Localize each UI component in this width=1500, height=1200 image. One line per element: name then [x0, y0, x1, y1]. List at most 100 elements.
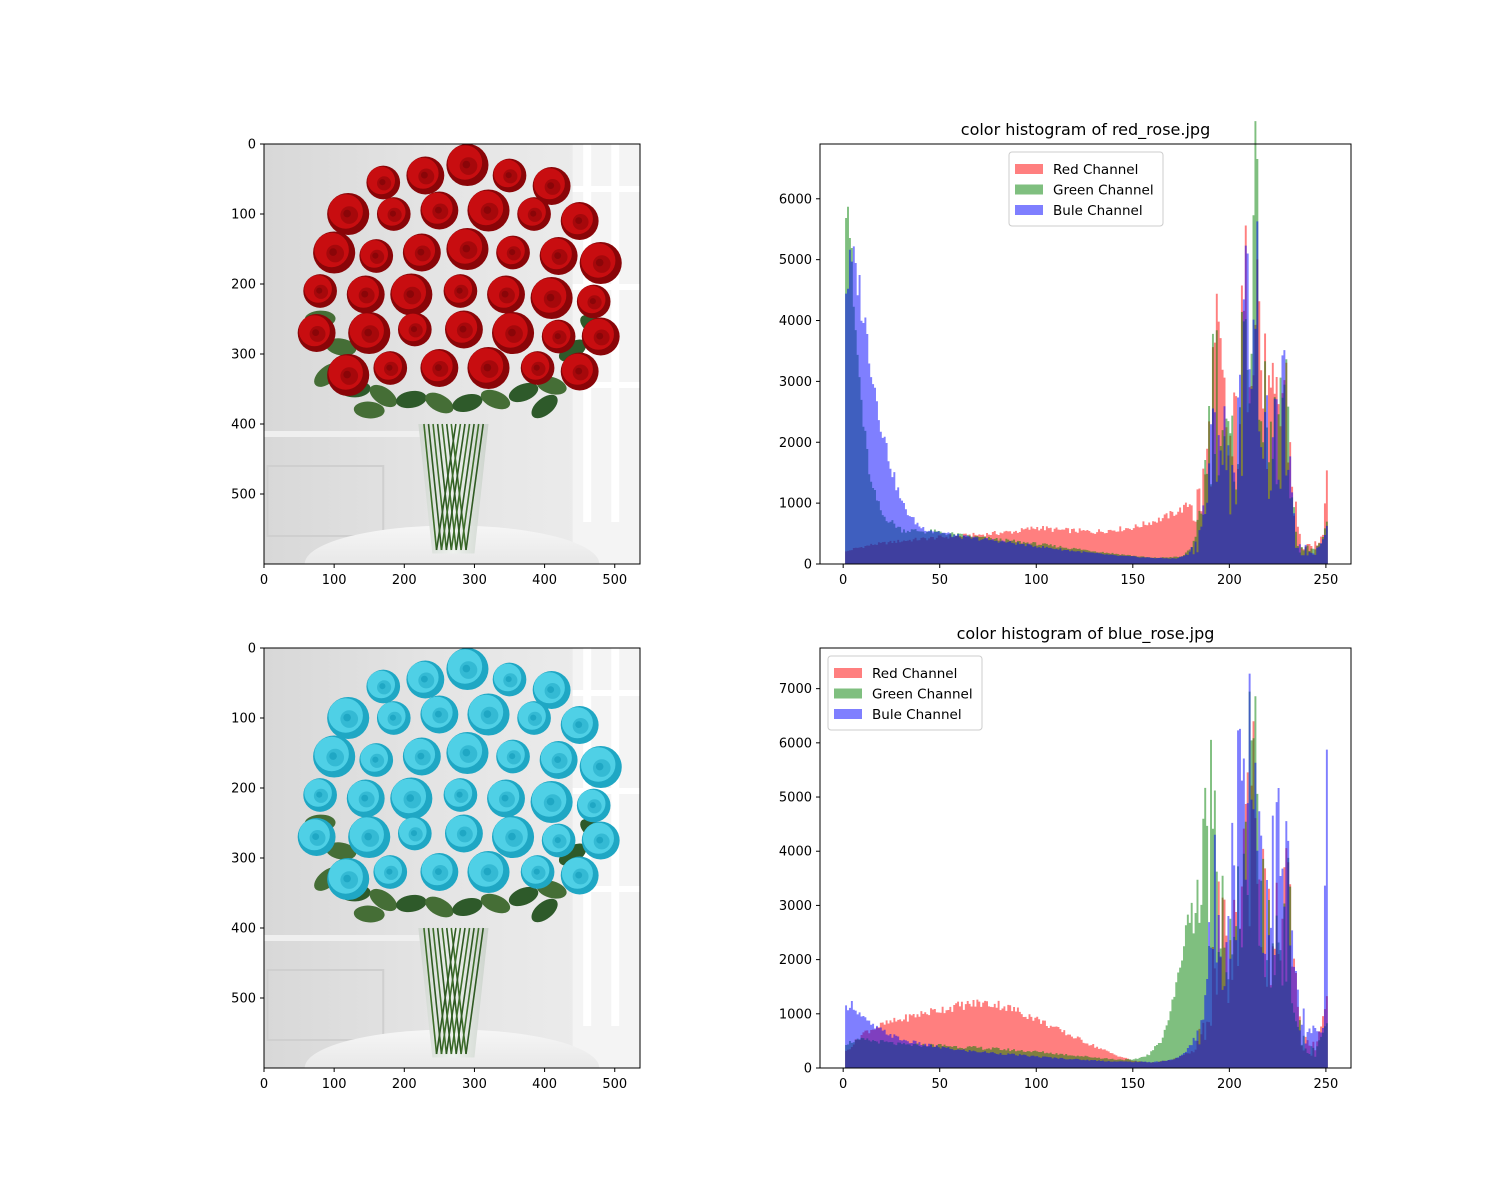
rose-flower	[492, 158, 527, 193]
rose-flower	[520, 855, 555, 889]
legend-entry: Bule Channel	[872, 707, 962, 723]
series-bule-channel	[845, 673, 1328, 1068]
y-tick-label: 4000	[779, 845, 812, 860]
rose-flower	[443, 274, 478, 308]
rose-flower	[444, 814, 483, 853]
histogram-bars	[845, 673, 1328, 1068]
x-tick-label: 150	[1120, 1077, 1145, 1092]
rose-flower	[541, 319, 576, 354]
rose-flower	[579, 241, 622, 285]
legend-entry: Green Channel	[1053, 183, 1154, 199]
y-tick-label: 0	[248, 138, 256, 153]
rose-flower	[560, 706, 599, 744]
rose-flower	[517, 197, 551, 231]
rose-flower	[327, 696, 370, 740]
y-tick-label: 6000	[779, 736, 812, 751]
rose-flower	[491, 311, 535, 355]
x-tick-label: 50	[931, 1077, 948, 1092]
rose-flower	[420, 349, 459, 387]
rose-flower	[532, 167, 571, 205]
rose-flower	[491, 815, 535, 859]
x-tick-label: 500	[602, 1077, 627, 1092]
rose-flower	[303, 778, 337, 812]
y-tick-label: 1000	[779, 497, 812, 512]
plot-area	[845, 673, 1328, 1068]
x-tick-label: 200	[1217, 573, 1242, 588]
y-tick-label: 1000	[779, 1007, 812, 1022]
y-tick-label: 7000	[779, 682, 812, 697]
legend-swatch	[1015, 164, 1043, 174]
rose-flower	[303, 274, 337, 308]
x-tick-label: 0	[260, 573, 268, 588]
y-tick-label: 200	[231, 278, 256, 293]
x-tick-label: 250	[1313, 573, 1338, 588]
rose-flower	[327, 857, 370, 901]
rose-flower	[444, 310, 483, 349]
legend-swatch	[834, 709, 862, 719]
x-tick-label: 500	[602, 573, 627, 588]
rose-flower	[532, 671, 571, 709]
rose-flower	[581, 821, 620, 860]
rose-flower	[402, 737, 441, 776]
x-tick-label: 100	[1024, 573, 1049, 588]
rose-flower	[487, 779, 525, 818]
rose-flower	[406, 660, 445, 699]
legend-entry: Red Channel	[872, 666, 957, 682]
rose-flower	[406, 156, 445, 195]
rose-flower	[297, 314, 336, 352]
rose-flower	[376, 701, 411, 735]
x-tick-label: 300	[462, 1077, 487, 1092]
rose-flower	[467, 189, 510, 232]
rose-flower	[373, 351, 408, 385]
rose-flower	[530, 780, 573, 824]
x-tick-label: 300	[462, 573, 487, 588]
series-green-channel	[845, 691, 1328, 1068]
x-tick-label: 0	[260, 1077, 268, 1092]
legend: Red Channel Green Channel Bule Channel	[1008, 151, 1164, 227]
y-tick-label: 2000	[779, 436, 812, 451]
axes-frame	[819, 647, 1352, 1069]
rose-flower	[467, 346, 510, 390]
rose-flower	[581, 317, 620, 356]
x-tick-label: 100	[322, 1077, 347, 1092]
rose-flower	[446, 731, 489, 775]
legend-swatch	[834, 688, 862, 699]
legend-swatch	[1015, 184, 1043, 195]
rose-flower	[402, 233, 441, 272]
rose-flower	[373, 855, 408, 889]
y-tick-label: 0	[804, 1062, 812, 1077]
blue-rose-image-panel: 0 100 200 300 400 500 0 100 200 300 400 500	[231, 642, 641, 1092]
rose-flower	[420, 695, 459, 734]
rose-flower	[390, 273, 433, 316]
rose-flower	[446, 227, 489, 271]
y-tick-label: 300	[231, 348, 256, 363]
rose-flower	[397, 312, 432, 347]
rose-flower	[366, 165, 401, 200]
rose-flower	[327, 192, 370, 236]
red-rose-image-panel: 0 100 200 300 400 500 0 100 200 300 400 500	[231, 138, 641, 588]
rose-flower	[560, 856, 599, 895]
rose-flower	[467, 693, 510, 736]
x-tick-label: 200	[392, 1077, 417, 1092]
histogram-bars	[845, 691, 1328, 1068]
rose-flower	[346, 779, 385, 818]
x-tick-label: 150	[1120, 573, 1145, 588]
photo	[264, 648, 640, 1068]
plot-area	[845, 121, 1328, 565]
series-bule-channel	[845, 221, 1328, 565]
histogram-bars	[845, 221, 1328, 565]
rose-flower	[366, 669, 401, 704]
y-tick-label: 500	[231, 992, 256, 1007]
rose-flower	[420, 853, 459, 891]
rose-flower	[420, 191, 459, 230]
y-tick-label: 400	[231, 418, 256, 433]
rose-flower	[541, 823, 576, 858]
rose-flower	[496, 235, 530, 270]
rose-flower	[348, 311, 391, 355]
rose-flower	[560, 352, 599, 391]
y-tick-label: 5000	[779, 253, 812, 268]
y-tick-label: 500	[231, 488, 256, 503]
x-tick-label: 250	[1313, 1077, 1338, 1092]
legend-entry: Bule Channel	[1053, 203, 1143, 219]
